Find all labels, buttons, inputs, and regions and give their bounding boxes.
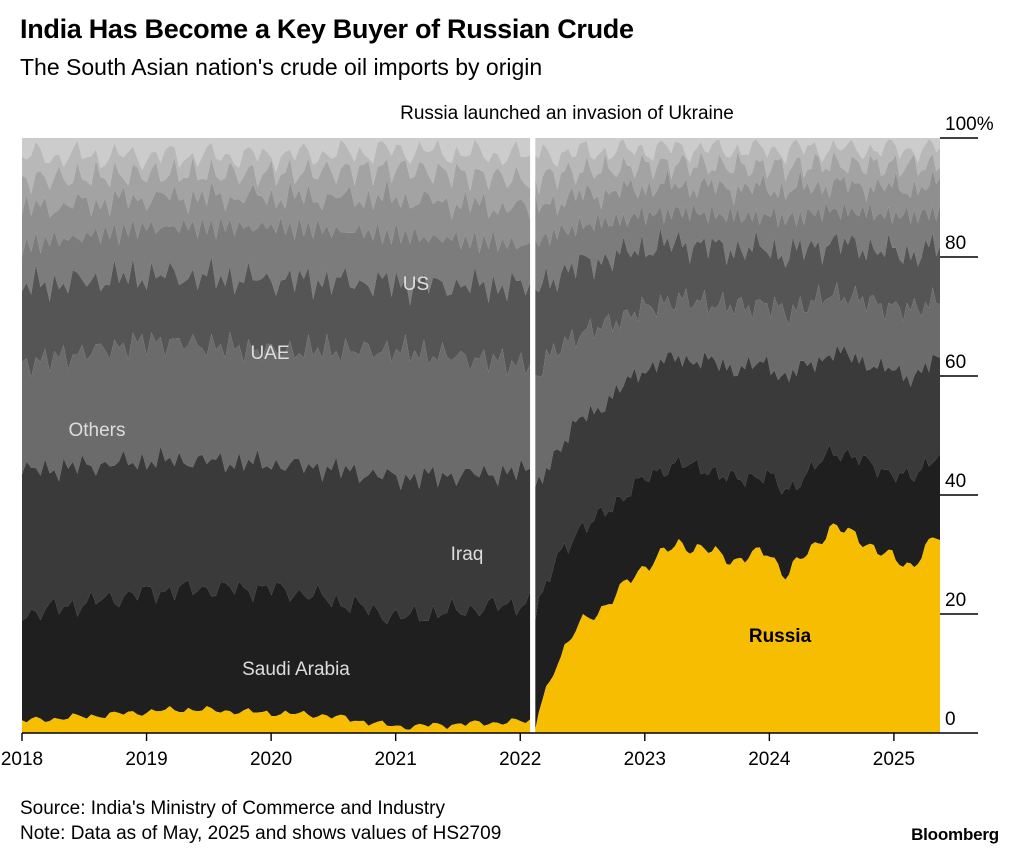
area-other-band-9-pre — [22, 138, 531, 173]
area-us-pre — [22, 217, 531, 306]
area-other-band-6-post — [535, 169, 940, 247]
y-tick-label: 60 — [945, 352, 966, 373]
x-tick-label: 2022 — [499, 749, 541, 770]
bloomberg-logo: Bloomberg — [911, 825, 999, 844]
area-other-band-6-pre — [22, 178, 531, 257]
data-note: Note: Data as of May, 2025 and shows val… — [20, 823, 502, 844]
y-tick-label: 80 — [945, 233, 966, 254]
series-label-saudi-arabia: Saudi Arabia — [242, 659, 350, 680]
area-uae-post — [535, 228, 940, 377]
area-uae-pre — [22, 256, 531, 378]
area-other-band-7-post — [535, 151, 940, 216]
x-tick-label: 2019 — [125, 749, 167, 770]
x-axis: 2018 2019 2020 2021 2022 2023 2024 2025 — [1, 732, 940, 770]
x-tick-label: 2023 — [624, 749, 666, 770]
invasion-line — [530, 138, 536, 733]
area-iraq-post — [535, 345, 940, 622]
area-others-post — [535, 282, 940, 488]
source-note: Source: India's Ministry of Commerce and… — [20, 798, 445, 819]
x-tick-label: 2020 — [250, 749, 292, 770]
series-label-iraq: Iraq — [451, 544, 484, 565]
area-layers — [22, 138, 940, 733]
series-labels: Russia Saudi Arabia Iraq Others UAE US — [68, 274, 811, 680]
y-tick-label: 20 — [945, 590, 966, 611]
area-russia-post — [535, 523, 940, 733]
series-label-russia: Russia — [749, 626, 812, 647]
area-saudi-arabia-pre — [22, 580, 531, 730]
chart-title: India Has Become a Key Buyer of Russian … — [20, 14, 634, 44]
invasion-annotation: Russia launched an invasion of Ukraine — [400, 103, 734, 124]
area-saudi-arabia-post — [535, 444, 940, 730]
x-tick-label: 2024 — [748, 749, 791, 770]
area-others-pre — [22, 331, 531, 491]
series-label-others: Others — [68, 420, 125, 441]
y-tick-label: 0 — [945, 709, 956, 730]
y-axis: 0 20 40 60 80 100% — [940, 114, 994, 734]
invasion-marker: Russia launched an invasion of Ukraine — [400, 103, 734, 733]
area-us-post — [535, 202, 940, 293]
area-russia-pre — [22, 706, 531, 733]
x-tick-label: 2021 — [375, 749, 417, 770]
series-label-us: US — [403, 274, 429, 295]
y-tick-label: 100% — [945, 114, 994, 135]
area-other-band-8-pre — [22, 139, 531, 195]
y-tick-label: 40 — [945, 471, 966, 492]
area-other-band-7-pre — [22, 156, 531, 220]
area-other-band-9-post — [535, 138, 940, 167]
series-label-uae: UAE — [250, 343, 289, 364]
x-tick-label: 2025 — [873, 749, 915, 770]
area-other-band-8-post — [535, 139, 940, 195]
area-iraq-pre — [22, 446, 531, 625]
x-tick-label: 2018 — [1, 749, 43, 770]
chart-subtitle: The South Asian nation's crude oil impor… — [20, 54, 543, 80]
